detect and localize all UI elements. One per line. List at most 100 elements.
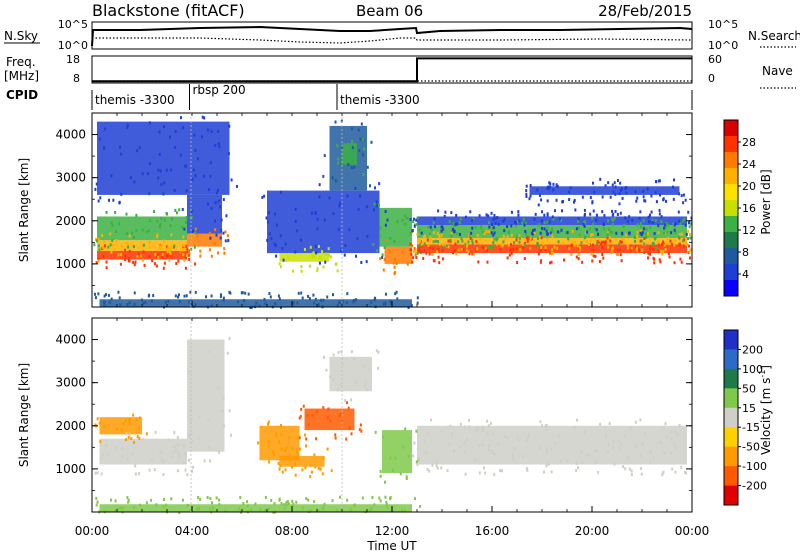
power-echo-pixel bbox=[540, 245, 543, 249]
velocity-echo-pixel bbox=[350, 350, 353, 354]
power-echo-pixel bbox=[318, 261, 321, 265]
power-echo-pixel bbox=[118, 201, 121, 205]
power-echo-pixel bbox=[440, 233, 443, 237]
velocity-echo-pixel bbox=[132, 413, 135, 417]
power-echo-pixel bbox=[677, 210, 680, 214]
power-echo-pixel bbox=[319, 257, 322, 261]
velocity-echo-pixel bbox=[385, 503, 388, 507]
power-echo-pixel bbox=[182, 248, 185, 252]
power-echo-pixel bbox=[416, 222, 419, 226]
power-echo-pixel bbox=[484, 239, 487, 243]
power-echo-pixel bbox=[685, 232, 688, 236]
power-echo-pixel bbox=[619, 188, 622, 192]
power-echo-pixel bbox=[682, 201, 685, 205]
power-echo-pixel bbox=[160, 217, 163, 221]
power-echo-pixel bbox=[682, 239, 685, 243]
power-echo-pixel bbox=[545, 229, 548, 233]
power-echo-pixel bbox=[292, 301, 295, 305]
power-echo-pixel bbox=[104, 293, 107, 297]
power-echo-pixel bbox=[418, 246, 421, 250]
power-echo-pixel bbox=[459, 217, 462, 221]
power-colorbar-swatch bbox=[724, 168, 738, 185]
power-echo-pixel bbox=[185, 294, 188, 298]
power-echo-pixel bbox=[140, 298, 143, 302]
power-echo-pixel bbox=[562, 242, 565, 246]
power-echo-pixel bbox=[638, 216, 641, 220]
power-echo-pixel bbox=[529, 247, 532, 251]
power-echo-pixel bbox=[658, 179, 661, 183]
power-echo-pixel bbox=[621, 239, 624, 243]
power-echo-pixel bbox=[537, 252, 540, 256]
power-echo-pixel bbox=[640, 239, 643, 243]
power-echo-pixel bbox=[591, 201, 594, 205]
power-echo-pixel bbox=[103, 240, 106, 244]
power-echo-pixel bbox=[667, 236, 670, 240]
power-echo-pixel bbox=[534, 212, 537, 216]
power-echo-pixel bbox=[678, 219, 681, 223]
power-echo-pixel bbox=[388, 249, 391, 253]
power-echo-pixel bbox=[619, 211, 622, 215]
power-echo-pixel bbox=[208, 248, 211, 252]
power-echo-pixel bbox=[103, 301, 106, 305]
power-echo-pixel bbox=[428, 252, 431, 256]
power-echo-pixel bbox=[169, 251, 172, 255]
velocity-echo-pixel bbox=[379, 499, 382, 503]
power-echo-pixel bbox=[279, 265, 282, 269]
power-echo-pixel bbox=[182, 243, 185, 247]
power-echo-pixel bbox=[313, 301, 316, 305]
velocity-echo-pixel bbox=[301, 506, 304, 510]
power-echo-pixel bbox=[612, 190, 615, 194]
velocity-echo-pixel bbox=[428, 469, 431, 473]
velocity-echo-pixel bbox=[186, 473, 189, 477]
velocity-echo-pixel bbox=[516, 435, 519, 439]
velocity-echo-pixel bbox=[389, 456, 392, 460]
power-echo-pixel bbox=[409, 242, 412, 246]
velocity-echo-pixel bbox=[196, 507, 199, 511]
power-echo-pixel bbox=[202, 174, 205, 178]
power-colorbar-swatch bbox=[724, 264, 738, 281]
velocity-echo-pixel bbox=[624, 467, 627, 471]
velocity-echo-pixel bbox=[250, 508, 253, 512]
power-echo-pixel bbox=[570, 253, 573, 257]
power-echo-pixel bbox=[487, 230, 490, 234]
power-echo-pixel bbox=[543, 227, 546, 231]
power-echo-pixel bbox=[210, 207, 213, 211]
power-echo-pixel bbox=[441, 257, 444, 261]
velocity-echo-pixel bbox=[215, 496, 218, 500]
velocity-echo-pixel bbox=[317, 509, 320, 513]
power-echo-pixel bbox=[621, 232, 624, 236]
velocity-echo-pixel bbox=[173, 430, 176, 434]
velocity-echo-pixel bbox=[384, 480, 387, 484]
power-echo-pixel bbox=[185, 253, 188, 257]
velocity-echo-pixel bbox=[281, 470, 284, 474]
power-echo-pixel bbox=[281, 247, 284, 251]
power-data-region bbox=[267, 190, 380, 254]
velocity-echo-pixel bbox=[405, 477, 408, 481]
power-echo-pixel bbox=[407, 306, 410, 310]
power-echo-pixel bbox=[179, 251, 182, 255]
power-echo-pixel bbox=[688, 256, 691, 260]
power-echo-pixel bbox=[510, 210, 513, 214]
power-echo-pixel bbox=[533, 217, 536, 221]
velocity-echo-pixel bbox=[101, 453, 104, 457]
power-echo-pixel bbox=[406, 262, 409, 266]
power-echo-pixel bbox=[503, 217, 506, 221]
velocity-echo-pixel bbox=[285, 503, 288, 507]
power-echo-pixel bbox=[370, 140, 373, 144]
power-ytick-label: 2000 bbox=[55, 214, 86, 228]
freq-panel: Freq. [MHz] 18 8 60 0 Nave bbox=[4, 53, 796, 89]
velocity-data-region bbox=[187, 339, 225, 452]
velocity-echo-pixel bbox=[371, 495, 374, 499]
power-echo-pixel bbox=[462, 248, 465, 252]
velocity-echo-pixel bbox=[122, 506, 125, 510]
velocity-echo-pixel bbox=[306, 414, 309, 418]
power-echo-pixel bbox=[294, 207, 297, 211]
power-echo-pixel bbox=[164, 300, 167, 304]
power-echo-pixel bbox=[214, 143, 217, 147]
power-echo-pixel bbox=[602, 222, 605, 226]
power-echo-pixel bbox=[643, 242, 646, 246]
power-echo-pixel bbox=[214, 228, 217, 232]
power-echo-pixel bbox=[665, 222, 668, 226]
velocity-echo-pixel bbox=[663, 425, 666, 429]
power-echo-pixel bbox=[642, 242, 645, 246]
